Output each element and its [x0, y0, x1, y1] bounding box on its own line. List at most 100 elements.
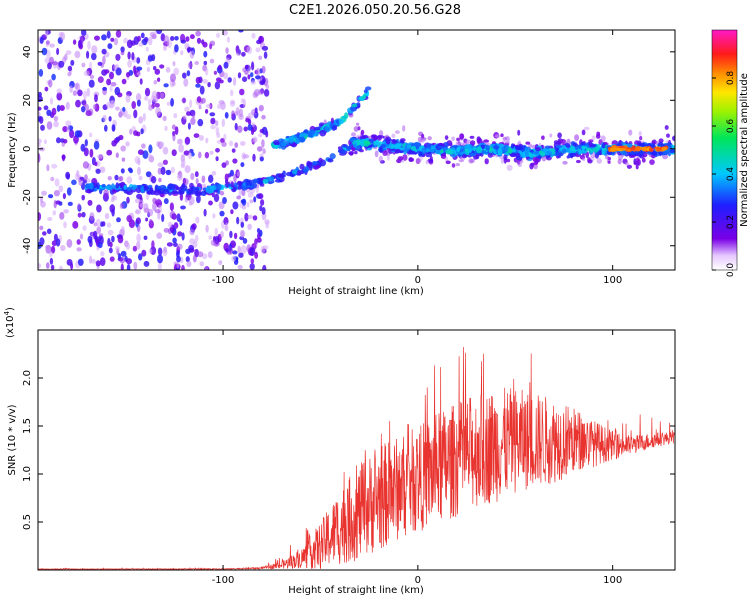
spectrogram-noise-mark: [188, 244, 195, 252]
spectrogram-peak-mark: [610, 147, 615, 152]
spectrogram-noise-mark: [203, 208, 207, 217]
spectrogram-noise-mark: [249, 247, 255, 257]
spectrogram-noise-mark: [251, 61, 255, 71]
spectrogram-halo-mark: [469, 140, 476, 146]
spectrogram-noise-mark: [172, 213, 177, 220]
spectrogram-upper-branch-mark: [301, 132, 307, 137]
spectrogram-noise-mark: [39, 225, 44, 231]
spectrogram-halo-mark: [525, 141, 531, 145]
spectrogram-noise-mark: [123, 37, 128, 44]
spectrogram-noise-mark: [102, 55, 106, 65]
spectrogram-noise-mark: [115, 246, 120, 251]
spectrogram-noise-mark: [74, 83, 79, 90]
spectrogram-noise-mark: [140, 32, 145, 39]
spectrogram-halo-mark: [534, 157, 539, 164]
spectrogram-halo-mark: [427, 136, 432, 141]
spectrogram-noise-mark: [94, 161, 98, 166]
spectrogram-peak-mark: [620, 147, 627, 151]
spectrogram-lower-branch-mark: [245, 179, 249, 187]
spectrogram-noise-mark: [38, 106, 42, 111]
spectrogram-noise-mark: [194, 234, 199, 243]
y-tick-label: -40: [22, 238, 33, 254]
spectrogram-noise-mark: [120, 225, 125, 235]
spectrogram-lower-branch-mark: [111, 183, 115, 190]
spectrogram-noise-mark: [102, 114, 107, 122]
spectrogram-noise-mark: [147, 55, 153, 62]
spectrogram-noise-mark: [129, 168, 133, 174]
spectrogram-main-ridge-mark: [425, 148, 430, 153]
spectrogram-noise-mark: [56, 47, 60, 56]
spectrogram-noise-mark: [44, 30, 49, 37]
colorbar: 0.0 0.2 0.4 0.6 0.8 Normalized spectral ampl…: [711, 29, 750, 278]
spectrogram-frame: [37, 29, 676, 271]
spectrogram-noise-mark: [56, 137, 61, 144]
spectrogram-noise-mark: [249, 263, 255, 270]
spectrogram-noise-mark: [38, 212, 42, 221]
spectrogram-noise-mark: [234, 122, 238, 131]
spectrogram-noise-mark: [82, 98, 87, 108]
spectrogram-upper-branch-mark: [299, 136, 306, 143]
spectrogram-noise-mark: [77, 258, 84, 266]
spectrogram-noise-mark: [159, 92, 165, 99]
spectrogram-noise-mark: [185, 256, 190, 263]
spectrogram-noise-mark: [89, 132, 93, 138]
spectrogram-noise-mark: [134, 156, 141, 164]
spectrogram-noise-mark: [217, 64, 222, 71]
spectrogram-noise-mark: [240, 230, 245, 238]
spectrogram-noise-mark: [120, 51, 125, 56]
spectrogram-noise-mark: [261, 65, 266, 74]
spectrogram-noise-mark: [52, 210, 57, 216]
spectrogram-noise-mark: [101, 221, 106, 227]
spectrogram-noise-mark: [259, 205, 263, 212]
spectrogram-noise-mark: [259, 156, 264, 162]
spectrogram-noise-mark: [176, 213, 181, 222]
spectrogram-noise-mark: [48, 79, 53, 88]
spectrogram-halo-mark: [605, 155, 609, 160]
spectrogram-halo-mark: [483, 139, 489, 143]
spectrogram-halo-mark: [541, 135, 545, 140]
spectrogram-noise-mark: [143, 235, 148, 240]
spectrogram-noise-mark: [121, 78, 127, 85]
spectrogram-noise-mark: [126, 72, 130, 78]
spectrogram-main-ridge-mark: [363, 140, 371, 145]
spectrogram-main-ridge-mark: [406, 143, 411, 149]
spectrogram-halo-mark: [649, 159, 655, 165]
spectrogram-noise-mark: [126, 258, 132, 265]
spectrogram-noise-mark: [45, 244, 51, 249]
spectrogram-noise-mark: [66, 187, 72, 196]
spectrogram-noise-mark: [97, 242, 103, 249]
colorbar-tick-label: 0.0: [726, 263, 736, 278]
spectrogram-upper-branch-mark: [351, 103, 358, 108]
spectrogram-noise-mark: [219, 190, 225, 196]
spectrogram-halo-mark: [581, 129, 586, 136]
spectrogram-noise-mark: [110, 197, 115, 203]
spectrogram-noise-mark: [258, 104, 264, 112]
spectrogram-noise-mark: [242, 238, 248, 244]
spectrogram-noise-mark: [152, 197, 157, 204]
spectrogram-noise-mark: [204, 266, 209, 270]
spectrogram-noise-mark: [101, 48, 107, 55]
spectrogram-noise-mark: [83, 90, 87, 100]
spectrogram-main-ridge-mark: [574, 146, 579, 151]
spectrogram-noise-mark: [177, 173, 183, 181]
spectrogram-noise-mark: [149, 31, 156, 37]
spectrogram-halo-mark: [596, 131, 601, 136]
spectrogram-noise-mark: [44, 57, 50, 64]
snr-multiplier-exp: 4: [3, 310, 11, 315]
spectrogram-noise-mark: [163, 35, 170, 45]
spectrogram-lower-branch-mark: [187, 190, 192, 195]
spectrogram-noise-mark: [165, 66, 171, 73]
spectrogram-noise-mark: [172, 61, 176, 67]
spectrogram-noise-mark: [163, 228, 170, 233]
spectrogram-main-ridge-mark: [469, 153, 477, 157]
spectrogram-lower-branch-mark: [308, 166, 313, 171]
spectrogram-noise-mark: [101, 34, 107, 41]
spectrogram-noise-mark: [115, 53, 121, 61]
spectrogram-noise-mark: [79, 233, 84, 240]
spectrogram-halo-mark: [356, 122, 360, 126]
spectrogram-noise-mark: [126, 39, 133, 49]
spectrogram-lower-branch-mark: [142, 186, 149, 191]
snr-x-label: Height of straight line (km): [288, 585, 424, 596]
spectrogram-lower-branch-mark: [327, 158, 334, 163]
y-tick-label: 1.5: [22, 418, 33, 434]
